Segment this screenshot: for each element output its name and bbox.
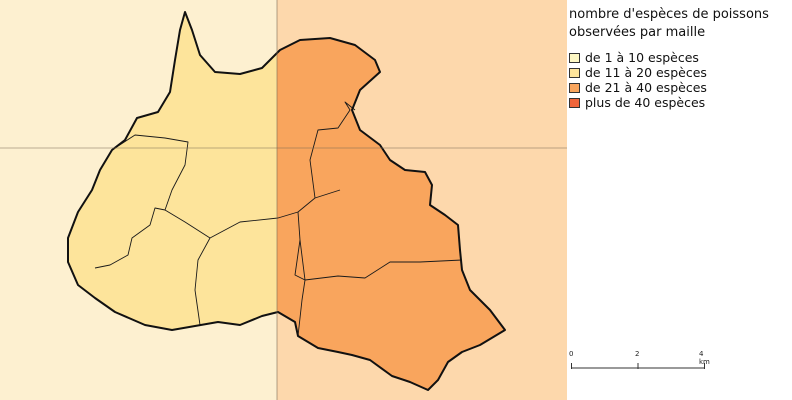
legend-item-21-40: de 21 à 40 espèces — [569, 80, 789, 95]
map-legend: nombre d'espèces de poissons observées p… — [569, 6, 789, 110]
legend-swatch — [569, 67, 580, 78]
legend-label: de 11 à 20 espèces — [585, 65, 707, 80]
scale-label-0: 0 — [569, 350, 574, 358]
legend-label: de 1 à 10 espèces — [585, 50, 699, 65]
legend-item-1-10: de 1 à 10 espèces — [569, 50, 789, 65]
commune-outline — [67, 11, 506, 391]
legend-item-over-40: plus de 40 espèces — [569, 95, 789, 110]
scale-bar: 0 2 4 km — [569, 350, 710, 374]
legend-swatch — [569, 82, 580, 93]
scale-line — [571, 363, 705, 369]
legend-swatch — [569, 52, 580, 63]
scale-label-2: 2 — [635, 350, 640, 358]
legend-title-line2: observées par maille — [569, 25, 706, 40]
scale-label-4km: 4 km — [699, 350, 710, 366]
section-boundaries — [94, 101, 463, 337]
fish-species-map — [0, 0, 567, 400]
legend-swatch — [569, 97, 580, 108]
legend-label: plus de 40 espèces — [585, 95, 706, 110]
legend-item-11-20: de 11 à 20 espèces — [569, 65, 789, 80]
legend-title-line1: nombre d'espèces de poissons — [569, 7, 769, 22]
legend-label: de 21 à 40 espèces — [585, 80, 707, 95]
